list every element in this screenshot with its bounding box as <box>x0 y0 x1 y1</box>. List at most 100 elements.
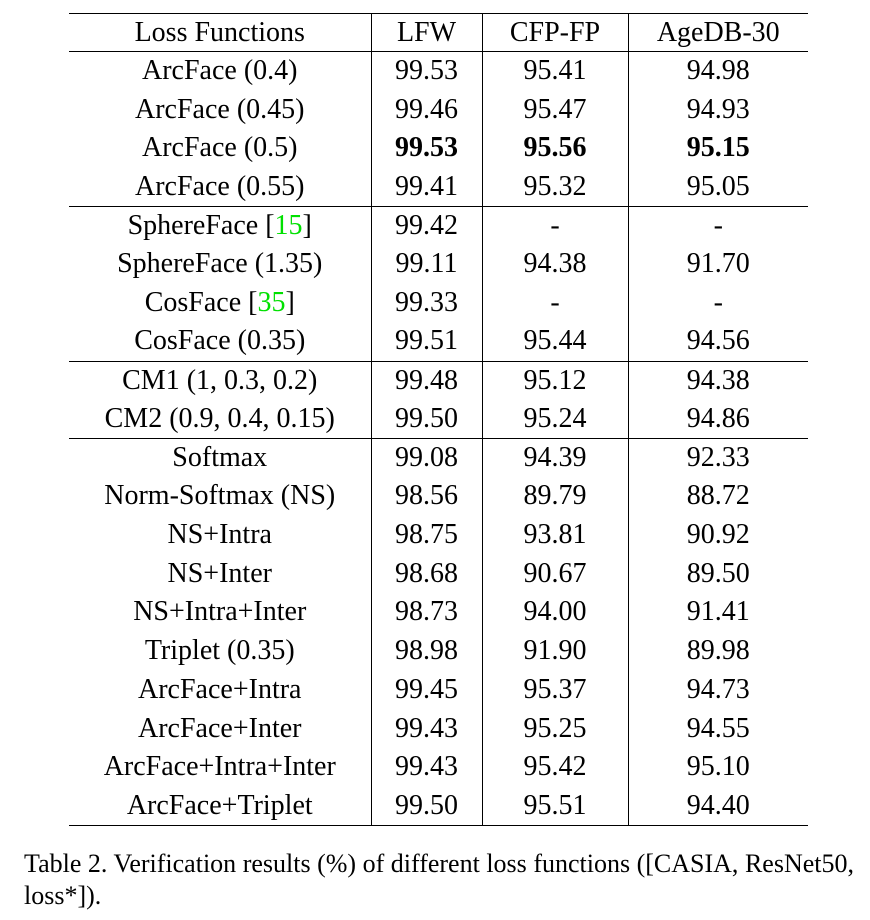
loss-function-cell: ArcFace (0.5) <box>69 128 372 168</box>
loss-function-name: ArcFace+Triplet <box>126 789 313 821</box>
citation-bracket: ] <box>302 209 312 241</box>
table-body: ArcFace (0.4) 99.53 95.41 94.98 ArcFace (0.4… <box>69 51 808 826</box>
loss-function-name: ArcFace+Intra <box>138 673 302 705</box>
loss-function-cell: ArcFace+Intra <box>69 670 372 710</box>
cfp-fp-cell: 95.47 <box>482 90 629 129</box>
loss-function-cell: Softmax <box>69 437 372 478</box>
table-row: CosFace (0.35) 99.51 95.44 94.56 <box>69 322 808 361</box>
table-row: SphereFace (1.35) 99.11 94.38 91.70 <box>69 244 808 284</box>
table-row: NS+Intra+Inter 98.73 94.00 91.41 <box>69 593 808 632</box>
table-row: ArcFace (0.4) 99.53 95.41 94.98 <box>69 51 808 91</box>
loss-function-name: CM2 (0.9, 0.4, 0.15) <box>104 402 335 434</box>
table-row: CosFace [35] 99.33- - <box>69 283 808 323</box>
table-row: SphereFace [15] 99.42- - <box>69 205 808 245</box>
table-row: ArcFace+Triplet 99.50 95.51 94.40 <box>69 786 808 826</box>
agedb-30-cell: 94.55 <box>686 712 750 744</box>
loss-function-name: NS+Inter <box>167 557 272 589</box>
loss-function-name: NS+Intra+Inter <box>133 596 307 628</box>
table-row: Softmax 99.08 94.39 92.33 <box>69 437 808 478</box>
cfp-fp-cell: 93.81 <box>482 515 629 555</box>
agedb-30-cell: 94.98 <box>628 51 808 91</box>
loss-function-cell: ArcFace (0.55) <box>69 167 372 207</box>
lfw-cell: 99.41 <box>371 167 483 207</box>
loss-function-name: ArcFace+Inter <box>138 712 302 744</box>
cfp-fp-cell: 95.41 <box>482 51 629 91</box>
agedb-30-cell: 88.72 <box>686 480 750 512</box>
agedb-30-cell: 89.98 <box>686 635 750 667</box>
loss-function-cell: SphereFace [15] <box>69 205 372 245</box>
lfw-cell: 99.45 <box>371 670 483 710</box>
table-row: NS+Intra 98.75 93.81 90.92 <box>69 515 808 555</box>
table-row: ArcFace (0.55) 99.41 95.32 95.05 <box>69 167 808 207</box>
loss-function-name: CosFace (0.35) <box>134 325 306 357</box>
lfw-cell: 99.48 <box>371 360 483 400</box>
cfp-fp-cell: 95.37 <box>482 670 629 710</box>
loss-function-cell: Norm-Softmax (NS) <box>69 477 372 516</box>
loss-function-name: SphereFace [ <box>127 209 275 241</box>
header-loss-functions: Loss Functions <box>69 13 372 52</box>
lfw-cell: 99.50 <box>371 786 483 826</box>
lfw-cell: 99.42 <box>371 205 483 245</box>
loss-function-name: ArcFace+Intra+Inter <box>103 751 336 783</box>
lfw-cell: 99.43 <box>371 709 483 748</box>
lfw-cell: 99.08 <box>371 437 483 478</box>
cfp-fp-cell: - <box>482 283 629 323</box>
loss-function-name: ArcFace (0.55) <box>135 170 305 202</box>
agedb-30-cell: 95.05 <box>686 170 750 202</box>
cfp-fp-cell: 95.51 <box>482 786 629 826</box>
loss-function-cell: SphereFace (1.35) <box>69 244 372 284</box>
lfw-cell: 99.50 <box>371 399 483 439</box>
lfw-cell: 99.33 <box>371 283 483 323</box>
agedb-30-cell: 94.56 <box>686 325 750 357</box>
table-row: CM1 (1, 0.3, 0.2) 99.48 95.12 94.38 <box>69 360 808 400</box>
table-caption: Table 2. Verification results (%) of dif… <box>24 849 854 910</box>
table-row: Triplet (0.35) 98.98 91.90 89.98 <box>69 631 808 671</box>
agedb-30-cell: 95.15 <box>686 132 750 164</box>
agedb-30-cell: 89.50 <box>686 557 750 589</box>
cfp-fp-cell: 94.00 <box>482 593 629 632</box>
agedb-30-cell: 94.38 <box>628 360 808 400</box>
cfp-fp-cell: 95.12 <box>482 360 629 400</box>
loss-function-cell: CM1 (1, 0.3, 0.2) <box>69 360 372 400</box>
lfw-cell: 99.53 <box>371 128 483 168</box>
loss-function-name: Triplet (0.35) <box>144 635 295 667</box>
agedb-30-cell: 94.93 <box>686 93 750 125</box>
loss-function-cell: CosFace (0.35) <box>69 322 372 361</box>
loss-function-cell: NS+Intra <box>69 515 372 555</box>
citation-link[interactable]: 15 <box>274 209 303 241</box>
agedb-30-cell: - <box>628 205 808 245</box>
loss-function-name: CosFace [ <box>144 286 258 318</box>
citation-link[interactable]: 35 <box>257 286 286 318</box>
loss-function-name: Softmax <box>172 441 268 473</box>
agedb-30-cell: 91.70 <box>686 248 750 280</box>
lfw-cell: 98.56 <box>371 477 483 516</box>
cfp-fp-cell: 95.32 <box>482 167 629 207</box>
table-row: CM2 (0.9, 0.4, 0.15) 99.50 95.24 94.86 <box>69 399 808 439</box>
loss-function-cell: Triplet (0.35) <box>69 631 372 671</box>
loss-function-name: NS+Intra <box>167 519 272 551</box>
agedb-30-cell: 95.10 <box>686 751 750 783</box>
cfp-fp-cell: 95.42 <box>482 747 629 787</box>
lfw-cell: 98.73 <box>371 593 483 632</box>
loss-function-cell: ArcFace (0.45) <box>69 90 372 129</box>
loss-function-name: CM1 (1, 0.3, 0.2) <box>122 364 318 396</box>
agedb-30-cell: - <box>713 286 723 318</box>
agedb-30-cell: 94.86 <box>686 402 750 434</box>
loss-function-cell: ArcFace (0.4) <box>69 51 372 91</box>
lfw-cell: 98.75 <box>371 515 483 555</box>
results-table: Loss Functions LFW CFP-FP AgeDB-30 ArcFa… <box>69 13 808 826</box>
table-row: ArcFace+Inter 99.43 95.25 94.55 <box>69 709 808 748</box>
cfp-fp-cell: 95.25 <box>482 709 629 748</box>
loss-function-name: ArcFace (0.45) <box>135 93 305 125</box>
cfp-fp-cell: 95.44 <box>482 322 629 361</box>
agedb-30-cell: 92.33 <box>628 437 808 478</box>
lfw-cell: 99.11 <box>371 244 483 284</box>
lfw-cell: 99.51 <box>371 322 483 361</box>
loss-function-name: ArcFace (0.5) <box>142 132 298 164</box>
loss-function-cell: CM2 (0.9, 0.4, 0.15) <box>69 399 372 439</box>
loss-function-name: Norm-Softmax (NS) <box>104 480 336 512</box>
citation-bracket: ] <box>285 286 295 318</box>
lfw-cell: 98.68 <box>371 554 483 594</box>
table-row: ArcFace+Intra 99.45 95.37 94.73 <box>69 670 808 710</box>
lfw-cell: 99.46 <box>371 90 483 129</box>
